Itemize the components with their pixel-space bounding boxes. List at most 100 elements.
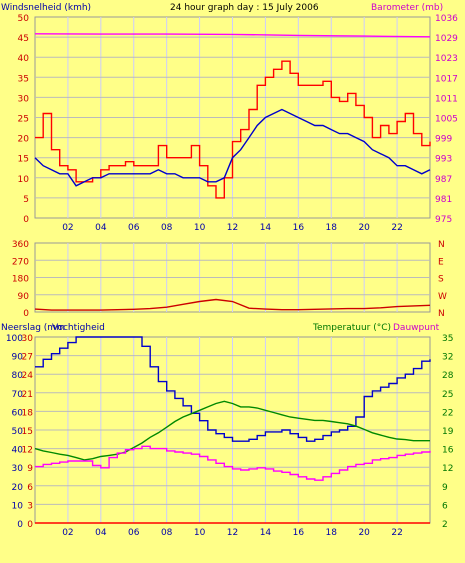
temperature-y-tick-label: 2 [442, 520, 448, 530]
humidity-y-tick-label: 40 [12, 446, 24, 456]
humidity-y-tick-label: 20 [12, 483, 24, 493]
temperature-y-tick-label: 22 [442, 408, 453, 418]
humidity-y-tick-label: 90 [12, 353, 24, 363]
direction-y-tick-label: 0 [23, 309, 29, 319]
humidity-y-tick-label: 0 [17, 520, 23, 530]
compass-label: W [438, 292, 447, 302]
wind-y-tick-label: 20 [18, 135, 30, 145]
humidity-y-tick-label: 80 [12, 371, 24, 381]
x-tick-label: 18 [326, 528, 338, 538]
wind-y-tick-label: 15 [18, 155, 29, 165]
x-tick-label: 10 [194, 528, 206, 538]
temperature-y-tick-label: 32 [442, 353, 453, 363]
x-tick-label: 04 [95, 223, 107, 233]
x-tick-label: 12 [227, 223, 238, 233]
rain-y-tick-label: 18 [22, 408, 34, 418]
x-tick-label: 06 [128, 223, 140, 233]
x-tick-label: 22 [391, 223, 402, 233]
compass-label: S [438, 275, 444, 285]
rain-y-tick-label: 12 [22, 446, 33, 456]
wind-y-tick-label: 10 [18, 175, 30, 185]
rain-y-tick-label: 0 [27, 520, 33, 530]
x-tick-label: 06 [128, 528, 140, 538]
temperature-y-tick-label: 6 [442, 501, 448, 511]
temperature-y-tick-label: 35 [442, 334, 453, 344]
direction-series [34, 298, 431, 311]
x-tick-label: 02 [62, 528, 73, 538]
temperature-series [34, 400, 430, 461]
temperature-y-tick-label: 25 [442, 390, 453, 400]
barometer-y-tick-label: 987 [435, 175, 452, 185]
compass-label: N [438, 240, 445, 250]
wind-y-tick-label: 30 [18, 94, 30, 104]
humidity-y-tick-label: 60 [12, 408, 24, 418]
barometer-y-tick-label: 975 [435, 215, 452, 225]
wind-y-tick-label: 0 [23, 215, 29, 225]
x-tick-label: 04 [95, 528, 107, 538]
barometer-y-tick-label: 999 [435, 135, 452, 145]
wind-y-tick-label: 45 [18, 34, 29, 44]
barometer-y-tick-label: 1017 [435, 74, 458, 84]
x-tick-label: 14 [260, 223, 272, 233]
compass-label: N [438, 309, 445, 319]
rain-y-tick-label: 9 [27, 464, 33, 474]
temperature-y-tick-label: 28 [442, 371, 454, 381]
x-tick-label: 10 [194, 223, 206, 233]
direction-y-tick-label: 90 [18, 292, 30, 302]
x-tick-label: 16 [293, 528, 305, 538]
barometer-y-tick-label: 1029 [435, 34, 458, 44]
wind-y-tick-label: 40 [18, 54, 30, 64]
temperature-y-tick-label: 9 [442, 483, 448, 493]
temperature-y-tick-label: 16 [442, 446, 454, 456]
rain-y-tick-label: 6 [27, 483, 33, 493]
x-tick-label: 22 [391, 528, 402, 538]
rain-y-tick-label: 3 [27, 501, 33, 511]
dewpoint-series [35, 445, 431, 481]
chart-title: 24 hour graph day : 15 July 2006 [170, 3, 319, 13]
humidity-series [35, 336, 431, 442]
humidity-y-tick-label: 100 [6, 334, 23, 344]
dewpoint-axis-label: Dauwpunt [393, 323, 440, 333]
x-tick-label: 20 [358, 528, 370, 538]
compass-label: E [438, 257, 444, 267]
rain-axis-label: Neerslag (mm [1, 323, 65, 333]
humidity-y-tick-label: 70 [12, 390, 24, 400]
barometer-y-tick-label: 981 [435, 195, 452, 205]
temperature-y-tick-label: 19 [442, 427, 454, 437]
x-tick-label: 08 [161, 223, 173, 233]
x-tick-label: 18 [326, 223, 338, 233]
wind-y-tick-label: 50 [18, 14, 30, 24]
rain-y-tick-label: 24 [22, 371, 34, 381]
gust-series [35, 60, 431, 199]
direction-y-tick-label: 180 [12, 275, 29, 285]
barometer-y-tick-label: 1023 [435, 54, 458, 64]
rain-y-tick-label: 30 [22, 334, 34, 344]
x-tick-label: 02 [62, 223, 73, 233]
direction-y-tick-label: 360 [12, 240, 29, 250]
x-tick-label: 12 [227, 528, 238, 538]
x-tick-label: 16 [293, 223, 305, 233]
barometer-y-tick-label: 1011 [435, 94, 458, 104]
x-tick-label: 20 [358, 223, 370, 233]
humidity-y-tick-label: 30 [12, 464, 24, 474]
barometer-axis-label: Barometer (mb) [371, 3, 443, 13]
humidity-axis-label: Vochtigheid [52, 323, 105, 333]
rain-y-tick-label: 21 [22, 390, 33, 400]
wind-series [34, 108, 431, 187]
x-tick-label: 14 [260, 528, 272, 538]
barometer-series [34, 33, 431, 38]
temperature-axis-label: Temperatuur (°C) [312, 323, 391, 333]
humidity-y-tick-label: 50 [12, 427, 24, 437]
wind-y-tick-label: 5 [23, 195, 29, 205]
barometer-y-tick-label: 1005 [435, 115, 458, 125]
rain-y-tick-label: 27 [22, 353, 33, 363]
x-tick-label: 08 [161, 528, 173, 538]
barometer-y-tick-label: 1036 [435, 14, 458, 24]
humidity-y-tick-label: 10 [12, 501, 24, 511]
wind-axis-label: Windsnelheid (kmh) [1, 3, 91, 13]
wind-y-tick-label: 25 [18, 115, 29, 125]
rain-y-tick-label: 15 [22, 427, 33, 437]
